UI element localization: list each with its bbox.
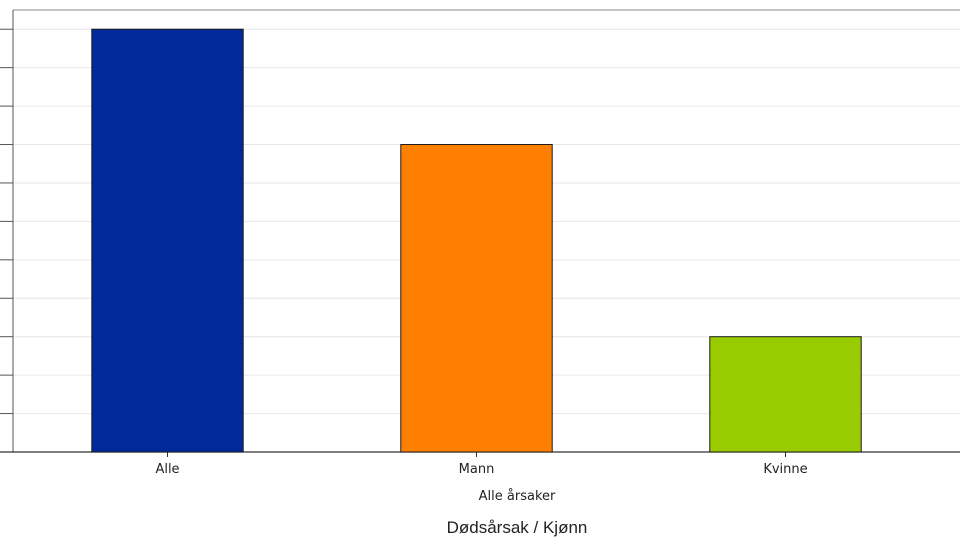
bar-mann xyxy=(400,144,553,453)
x-axis-title: Dødsårsak / Kjønn xyxy=(447,518,588,537)
bar-alle xyxy=(91,28,244,453)
x-tick-label-kvinne: Kvinne xyxy=(763,462,807,477)
group-label: Alle årsaker xyxy=(479,489,556,504)
bars xyxy=(91,28,862,453)
x-tick-label-alle: Alle xyxy=(155,462,179,477)
category-labels: Alle Mann Kvinne xyxy=(155,462,807,477)
x-tick-label-mann: Mann xyxy=(459,462,495,477)
bar-kvinne xyxy=(709,336,862,453)
